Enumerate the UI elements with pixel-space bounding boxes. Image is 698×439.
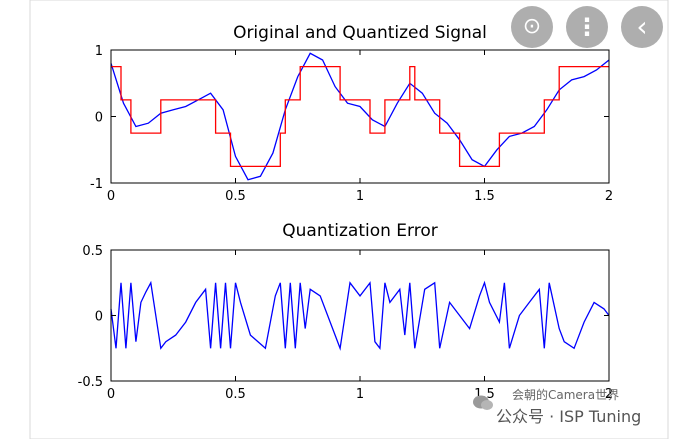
x-tick-label: 0 <box>107 189 115 204</box>
back-button[interactable]: ‹ <box>621 6 663 48</box>
more-vertical-icon: ⋮ <box>575 13 599 41</box>
x-tick-label: 2 <box>605 189 613 204</box>
wechat-logo-icon <box>473 395 493 410</box>
chevron-left-icon: ‹ <box>636 10 648 43</box>
watermark-author: 会朝的Camera世界 <box>512 388 620 402</box>
x-tick-label: 0.5 <box>225 189 246 204</box>
series-line-0 <box>110 280 610 351</box>
y-tick-label: -1 <box>90 177 103 192</box>
series-line-0 <box>110 52 610 181</box>
x-tick-label: 0.5 <box>225 387 246 402</box>
x-tick-label: 0 <box>107 387 115 402</box>
y-tick-label: 1 <box>95 44 103 59</box>
chart-title: Original and Quantized Signal <box>233 23 487 43</box>
more-options-button[interactable]: ⋮ <box>566 6 608 48</box>
series-line-1 <box>111 65 609 168</box>
y-tick-label: 0 <box>95 111 103 126</box>
y-tick-label: 0.5 <box>82 244 103 259</box>
x-tick-label: 1 <box>356 387 364 402</box>
lens-icon: ⊙ <box>522 14 542 39</box>
x-tick-label: 1 <box>356 189 364 204</box>
watermark-account: 公众号 · ISP Tuning <box>496 407 642 426</box>
y-tick-label: -0.5 <box>78 375 103 390</box>
y-tick-label: 0 <box>95 310 103 325</box>
x-tick-label: 2 <box>605 387 613 402</box>
lens-button[interactable]: ⊙ <box>511 6 553 48</box>
chart-title: Quantization Error <box>282 221 437 241</box>
x-tick-label: 1.5 <box>474 189 495 204</box>
chart-original-quantized: Original and Quantized Signal 0 0.5 1 1.5 2 1 0… <box>90 23 613 204</box>
